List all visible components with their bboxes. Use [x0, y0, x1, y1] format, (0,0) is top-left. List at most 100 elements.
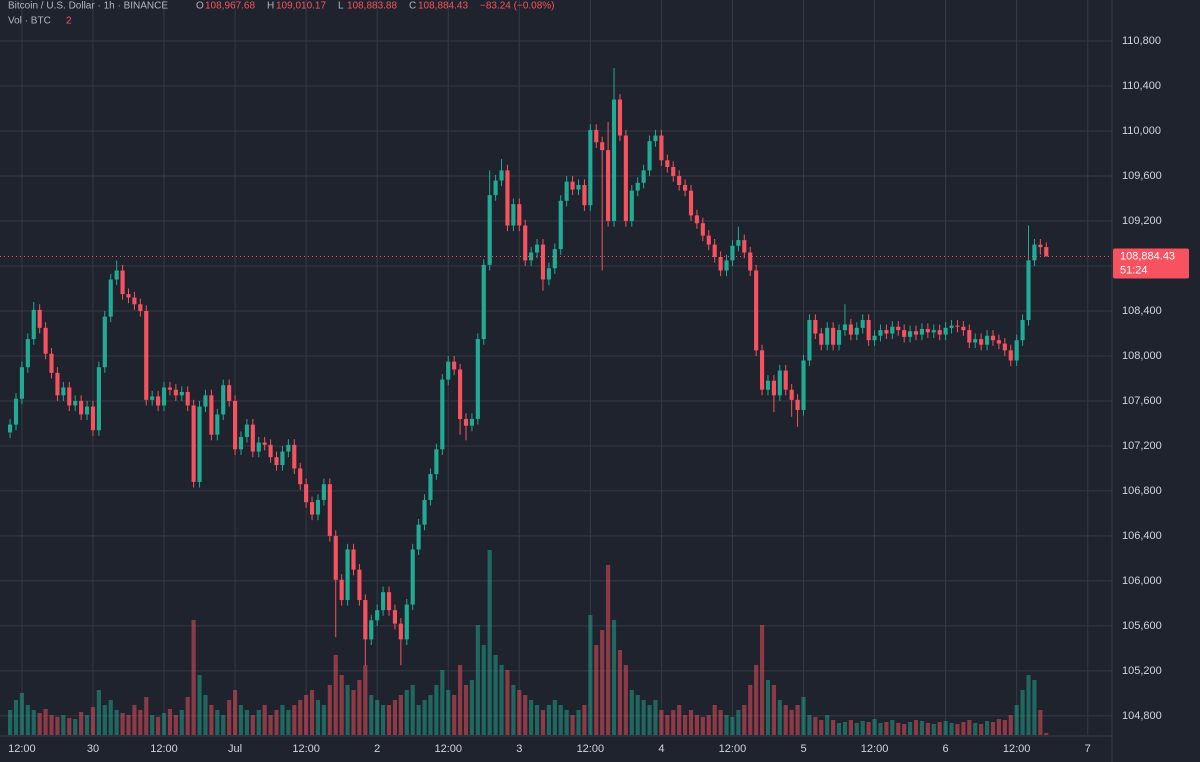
candle-body	[931, 330, 936, 333]
candle-body	[884, 330, 889, 334]
volume-bar	[973, 723, 978, 735]
y-tick-label: 108,000	[1122, 350, 1162, 362]
candle-body	[718, 256, 723, 271]
volume-label: Vol · BTC	[8, 16, 51, 27]
y-tick-label: 110,400	[1122, 80, 1161, 92]
volume-bar	[647, 705, 652, 735]
candle-body	[244, 424, 249, 437]
candle-body	[836, 330, 842, 345]
volume-bar	[469, 680, 474, 735]
volume-bar	[854, 723, 859, 735]
candle-body	[665, 160, 670, 168]
candle-body	[286, 444, 291, 452]
volume-bar	[979, 724, 984, 735]
candle-body	[315, 499, 321, 515]
candle-body	[860, 319, 865, 328]
volume-bar	[440, 670, 445, 735]
candle-body	[712, 244, 717, 257]
volume-bar	[185, 697, 190, 735]
candle-body	[167, 387, 173, 390]
ohlc-label: O	[196, 1, 204, 12]
volume-bar	[345, 685, 350, 735]
candle-body	[173, 389, 178, 396]
candle-body	[653, 135, 658, 142]
volume-bar	[422, 700, 427, 735]
candle-body	[546, 268, 551, 280]
volume-bar	[902, 724, 907, 735]
candle-body	[1008, 350, 1013, 361]
volume-bar	[493, 655, 498, 735]
candle-body	[523, 225, 528, 261]
volume-bar	[677, 705, 682, 735]
candle-body	[748, 252, 753, 271]
candle-body	[19, 367, 24, 399]
volume-bar	[517, 690, 522, 735]
candle-body	[540, 244, 546, 280]
volume-bar	[458, 665, 463, 735]
candle-body	[351, 549, 356, 570]
volume-bar	[132, 705, 137, 735]
candle-body	[31, 309, 36, 340]
candle-body	[215, 414, 220, 435]
volume-bar	[73, 719, 78, 735]
volume-bar	[534, 705, 540, 735]
volume-bar	[150, 715, 155, 735]
candle-body	[890, 326, 895, 334]
y-tick-label: 105,600	[1122, 620, 1162, 632]
candle-body	[641, 170, 646, 183]
symbol-title: Bitcoin / U.S. Dollar · 1h · BINANCE	[8, 1, 168, 12]
candle-body	[854, 327, 859, 335]
candle-body	[452, 361, 457, 370]
volume-bar	[357, 680, 362, 735]
volume-bar	[369, 695, 374, 735]
candle-body	[487, 195, 492, 265]
candle-body	[759, 350, 765, 390]
volume-bar	[339, 675, 344, 735]
volume-bar	[126, 715, 131, 735]
volume-bar	[529, 700, 534, 735]
volume-bar	[416, 705, 421, 735]
candle-body	[79, 400, 84, 415]
x-tick-label: 30	[87, 743, 99, 755]
candle-body	[191, 405, 196, 482]
volume-bar	[688, 710, 694, 735]
candle-body	[268, 444, 273, 458]
candle-body	[114, 270, 119, 280]
volume-bar	[404, 690, 409, 735]
last-price-label: 108,884.43	[1120, 250, 1175, 262]
volume-bar	[481, 645, 486, 735]
volume-bar	[771, 685, 776, 735]
volume-bar	[156, 717, 161, 735]
candle-body	[736, 240, 741, 246]
candle-body	[754, 270, 759, 351]
candle-body	[943, 327, 948, 335]
candle-body	[570, 181, 575, 190]
candle-body	[446, 361, 451, 380]
volume-bar	[463, 685, 469, 735]
volume-bar	[913, 720, 919, 735]
candle-body	[677, 176, 682, 186]
volume-bar	[144, 697, 149, 735]
candle-body	[321, 484, 326, 500]
volume-bar	[43, 709, 48, 735]
volume-bar	[1044, 733, 1049, 735]
candle-body	[386, 592, 392, 611]
candle-body	[765, 380, 771, 390]
volume-bar	[606, 565, 611, 735]
candle-body	[499, 170, 504, 181]
candle-body	[694, 215, 699, 224]
x-tick-label: 12:00	[8, 743, 36, 755]
volume-bar	[990, 722, 996, 735]
volume-bar	[1020, 690, 1025, 735]
volume-bar	[564, 710, 569, 735]
volume-bar	[813, 717, 818, 735]
volume-bar	[499, 665, 504, 735]
candle-body	[961, 326, 966, 331]
candle-body	[813, 319, 818, 334]
candle-body	[416, 524, 421, 550]
candle-body	[831, 327, 836, 345]
candle-body	[138, 304, 143, 311]
candle-body	[108, 279, 113, 317]
volume-bar	[315, 700, 321, 735]
candle-body	[469, 418, 474, 426]
